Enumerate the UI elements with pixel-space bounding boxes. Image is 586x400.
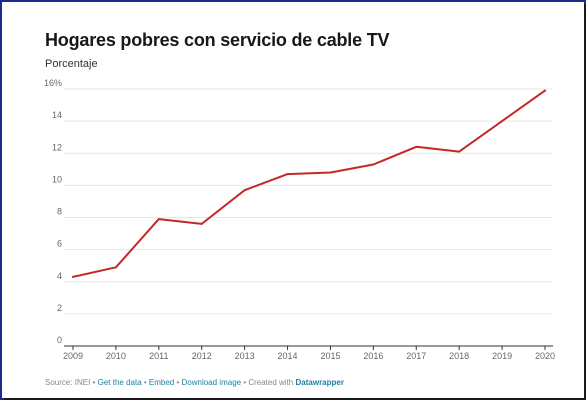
footer-separator: •	[90, 378, 98, 387]
data-point	[157, 218, 160, 221]
x-tick-label: 2009	[63, 351, 83, 361]
y-tick-label: 12	[52, 142, 62, 152]
y-tick-label: 0	[57, 335, 62, 345]
datawrapper-link[interactable]: Datawrapper	[295, 378, 344, 387]
x-tick-label: 2019	[492, 351, 512, 361]
y-tick-label: 6	[57, 239, 62, 249]
footer: Source: INEI • Get the data • Embed • Do…	[45, 378, 344, 387]
y-tick-label: 10	[52, 174, 62, 184]
created-with-text: Created with	[248, 378, 294, 387]
x-tick-label: 2010	[106, 351, 126, 361]
y-tick-label: 8	[57, 207, 62, 217]
x-tick-label: 2017	[406, 351, 426, 361]
data-point	[329, 171, 332, 174]
series-line	[72, 89, 546, 278]
series-layer	[72, 89, 546, 278]
x-tick-label: 2012	[192, 351, 212, 361]
x-tick-label: 2018	[449, 351, 469, 361]
frame-shadow-bottom	[4, 398, 586, 400]
x-tick-label: 2020	[535, 351, 555, 361]
data-point	[458, 150, 461, 153]
x-tick-label: 2015	[320, 351, 340, 361]
y-tick-label: 4	[57, 271, 62, 281]
grid-lines	[64, 88, 553, 347]
data-point	[243, 189, 246, 192]
frame-shadow-right	[584, 4, 586, 400]
footer-separator: •	[174, 378, 182, 387]
chart-subtitle: Porcentaje	[45, 58, 98, 70]
data-point	[544, 89, 546, 92]
x-tick-label: 2011	[149, 351, 168, 361]
y-tick-label: 14	[52, 110, 62, 120]
data-point	[501, 120, 504, 123]
download-image-link[interactable]: Download image	[181, 378, 242, 387]
footer-separator: •	[141, 378, 149, 387]
data-point	[372, 163, 375, 166]
y-axis-ticks: 0 2 4 6 8 10 12 14 16%	[44, 78, 62, 345]
embed-link[interactable]: Embed	[148, 378, 175, 387]
x-tick-label: 2014	[278, 351, 298, 361]
footer-separator: •	[241, 378, 249, 387]
source-text: Source: INEI	[45, 378, 91, 387]
y-tick-label: 2	[57, 303, 62, 313]
x-axis-ticks: 2009 2010 2011 2012 2013 2014 2015 2016 2017 2018…	[63, 346, 555, 361]
data-point	[415, 145, 418, 148]
data-point	[200, 222, 203, 225]
chart-title: Hogares pobres con servicio de cable TV	[45, 30, 390, 50]
x-tick-label: 2016	[363, 351, 383, 361]
data-point	[114, 266, 117, 269]
data-point	[286, 173, 289, 176]
x-tick-label: 2013	[235, 351, 255, 361]
get-data-link[interactable]: Get the data	[97, 378, 142, 387]
data-point	[72, 275, 74, 278]
y-tick-label: 16%	[44, 78, 62, 88]
